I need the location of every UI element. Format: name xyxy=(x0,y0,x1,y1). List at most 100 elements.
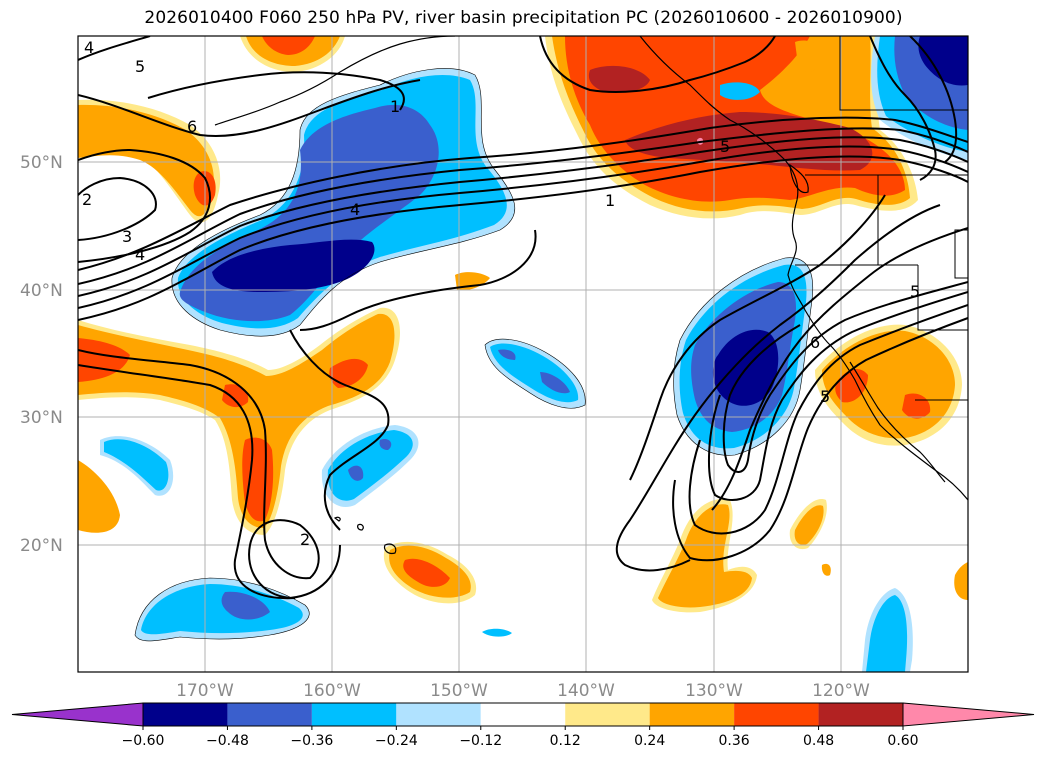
pv-contour-5 xyxy=(78,79,421,137)
colorbar: −0.60 −0.48 −0.36 −0.24 −0.12 0.12 0.24 0.36 0.4… xyxy=(11,702,1035,749)
lat-label-30n: 30°N xyxy=(20,408,63,428)
contour-label: 5 xyxy=(820,387,830,406)
pv-contour-trough-west-2 xyxy=(78,349,341,600)
colorbar-segment xyxy=(311,703,397,726)
colorbar-segment xyxy=(734,703,819,726)
shading-outlines xyxy=(134,68,813,642)
lat-label-20n: 20°N xyxy=(20,536,63,556)
contour-label: 6 xyxy=(810,333,820,352)
contour-label: 1 xyxy=(390,97,400,116)
contour-labels: 4 5 6 2 3 4 4 1 1 5 2 5 6 5 xyxy=(82,38,920,549)
graticule xyxy=(78,36,968,672)
positive-anomaly-small-2 xyxy=(954,562,968,600)
coastline-hawaii-2 xyxy=(357,523,364,531)
contour-label: 6 xyxy=(187,117,197,136)
outline-california xyxy=(673,257,813,456)
colorbar-segment xyxy=(396,703,481,726)
negative-anomaly-mid-pacific-mid xyxy=(498,349,570,394)
negative-anomaly-hawaii-north-light xyxy=(327,430,413,501)
positive-anomaly-left-edge xyxy=(78,460,120,533)
colorbar-tick-label: 0.60 xyxy=(887,733,918,749)
colorbar-tick-label: −0.12 xyxy=(459,733,502,749)
outline-south xyxy=(134,577,310,642)
negative-anomaly-tiny xyxy=(482,628,512,637)
political-borders xyxy=(795,36,968,401)
negative-anomaly-small-5 xyxy=(720,82,760,100)
positive-anomaly-west-light xyxy=(78,104,214,217)
pv-contour-cutoff-6 xyxy=(615,204,941,572)
pv-contour-3 xyxy=(78,176,157,241)
colorbar-tick-label: −0.48 xyxy=(206,733,249,749)
positive-anomaly-hawaii-mid xyxy=(403,558,450,587)
colorbar-segment xyxy=(565,703,650,726)
colorbar-tick-label: −0.60 xyxy=(122,733,165,749)
pv-contour-cutoff-5 xyxy=(711,227,968,511)
pv-contour-trough-west-1 xyxy=(289,329,390,531)
pv-contour-southwest xyxy=(299,229,537,331)
colorbar-segment xyxy=(480,703,566,726)
pv-contour-northwest xyxy=(78,36,151,61)
negative-anomaly-band-north-core xyxy=(212,239,375,292)
coastline-baja-california xyxy=(849,361,946,483)
positive-anomaly-coast-north-strong xyxy=(588,65,873,171)
colorbar-tick-label: 0.48 xyxy=(803,733,834,749)
lat-label-40n: 40°N xyxy=(20,281,63,301)
colorbar-segment xyxy=(143,703,228,726)
outline-band-north xyxy=(171,68,516,337)
pv-contours xyxy=(78,36,968,600)
colorbar-tick-label: −0.24 xyxy=(375,733,418,749)
pv-contour-jet-5 xyxy=(78,116,968,271)
pv-contour-cutoff-4 xyxy=(672,317,968,562)
contour-label: 4 xyxy=(84,38,94,57)
pv-contour-top-3 xyxy=(909,36,958,163)
pv-contour-cutoff-2 xyxy=(708,291,968,501)
contour-label: 5 xyxy=(135,57,145,76)
pv-contour-top-1 xyxy=(539,36,776,93)
coastlines xyxy=(214,36,968,555)
latitude-labels: 50°N 40°N 30°N 20°N xyxy=(20,153,63,556)
pv-contour-cutoff-1 xyxy=(722,281,968,473)
colorbar-segment xyxy=(818,703,903,726)
pv-contour-jet-1 xyxy=(78,155,968,321)
map-title: 2026010400 F060 250 hPa PV, river basin … xyxy=(144,8,903,28)
border-state-1 xyxy=(795,264,968,331)
contour-label: 1 xyxy=(605,191,615,210)
colorbar-tick-label: 0.24 xyxy=(634,733,665,749)
pv-contour-4 xyxy=(78,148,211,263)
coastline-hawaii-3 xyxy=(333,516,341,522)
negative-anomaly-south-mid xyxy=(221,591,270,620)
negative-anomaly-northeast-core xyxy=(918,36,968,86)
colorbar-tick-label: −0.36 xyxy=(290,733,333,749)
longitude-labels: 170°W 160°W 150°W 140°W 130°W 120°W xyxy=(176,681,870,701)
contour-label: 5 xyxy=(910,282,920,301)
lon-label-130w: 130°W xyxy=(685,681,743,701)
pv-contour-6 xyxy=(147,71,405,111)
border-state-3 xyxy=(839,36,968,111)
colorbar-extension-min xyxy=(11,702,144,727)
negative-anomaly-southeast-light xyxy=(866,595,908,672)
positive-anomaly-tropics-east-light xyxy=(658,504,752,608)
colorbar-segment xyxy=(227,703,312,726)
contour-label: 2 xyxy=(300,530,310,549)
lon-label-160w: 160°W xyxy=(303,681,361,701)
contour-label: 4 xyxy=(350,200,360,219)
pv-contour-jet-4 xyxy=(78,127,968,285)
positive-anomaly-small-4 xyxy=(795,40,825,73)
outline-mid-pacific xyxy=(484,338,586,409)
pv-contour-top-2 xyxy=(869,36,937,181)
negative-anomaly-west-small-light xyxy=(104,439,169,491)
pv-contour-trough-west-3 xyxy=(78,364,296,600)
map-frame xyxy=(77,35,969,673)
colorbar-outline xyxy=(142,702,904,727)
colorbar-segment xyxy=(649,703,735,726)
contour-label: 3 xyxy=(122,227,132,246)
lon-label-120w: 120°W xyxy=(812,681,870,701)
pv-contour-cutoff-3 xyxy=(688,304,968,535)
colorbar-extension-max xyxy=(902,702,1035,727)
contour-label: 4 xyxy=(135,245,145,264)
coastline-vancouver-island xyxy=(789,163,809,194)
coastline-hawaii-1 xyxy=(383,543,397,555)
coastline-alaska-aleutians xyxy=(214,36,456,126)
negative-anomaly-south-light xyxy=(141,584,303,635)
